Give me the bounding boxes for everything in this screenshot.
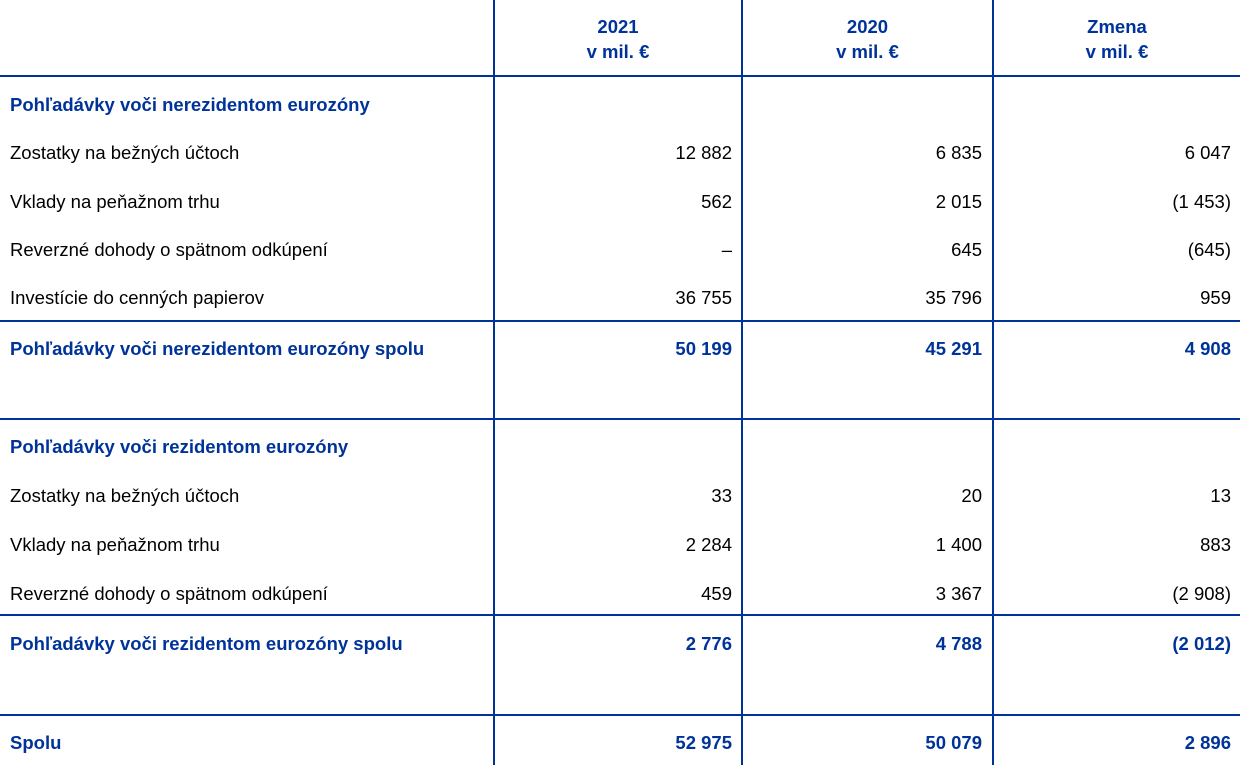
cell-value: 52 975 xyxy=(675,732,732,753)
table-row-heading: Pohľadávky voči nerezidentom eurozóny sp… xyxy=(0,337,1240,361)
cell-value: 459 xyxy=(701,583,732,604)
cell-value: 6 047 xyxy=(1184,142,1231,163)
table-row-heading: Pohľadávky voči rezidentom eurozóny xyxy=(0,435,1240,459)
table-row: Vklady na peňažnom trhu 2 284 1 400 883 xyxy=(0,533,1240,557)
table-row: Zostatky na bežných účtoch 12 882 6 835 6 0… xyxy=(0,141,1240,165)
row-label: Investície do cenných papierov xyxy=(10,287,265,308)
cell-value: – xyxy=(721,239,732,260)
row-label: Vklady na peňažnom trhu xyxy=(10,191,220,212)
column-divider xyxy=(741,0,743,765)
row-label: Reverzné dohody o spätnom odkúpení xyxy=(10,239,328,260)
cell-value: 45 291 xyxy=(925,338,982,359)
cell-value: 2 776 xyxy=(685,633,732,654)
cell-value: 20 xyxy=(961,485,982,506)
row-label: Zostatky na bežných účtoch xyxy=(10,142,240,163)
cell-value: 645 xyxy=(951,239,982,260)
cell-value: 4 788 xyxy=(935,633,982,654)
cell-value: 12 882 xyxy=(675,142,732,163)
row-label: Pohľadávky voči rezidentom eurozóny xyxy=(10,436,349,457)
row-label: Reverzné dohody o spätnom odkúpení xyxy=(10,583,328,604)
row-label: Spolu xyxy=(10,732,62,753)
row-divider xyxy=(0,418,1240,420)
row-divider xyxy=(0,320,1240,322)
column-header-title: 2021 xyxy=(597,16,639,37)
table-row: Investície do cenných papierov 36 755 35 7… xyxy=(0,286,1240,310)
cell-value: (2 012) xyxy=(1172,633,1231,654)
table-row-heading: Pohľadávky voči rezidentom eurozóny spol… xyxy=(0,632,1240,656)
cell-value: 2 896 xyxy=(1184,732,1231,753)
cell-value: (1 453) xyxy=(1172,191,1231,212)
row-label: Vklady na peňažnom trhu xyxy=(10,534,220,555)
column-header-title: 2020 xyxy=(846,16,889,37)
column-divider xyxy=(992,0,994,765)
cell-value: 2 015 xyxy=(935,191,982,212)
cell-value: 6 835 xyxy=(935,142,982,163)
table-row: Vklady na peňažnom trhu 562 2 015 (1 453) xyxy=(0,190,1240,214)
column-header-title: Zmena xyxy=(1087,16,1147,37)
cell-value: 562 xyxy=(701,191,732,212)
cell-value: (2 908) xyxy=(1172,583,1231,604)
cell-value: 50 079 xyxy=(925,732,982,753)
column-header-unit: v mil. € xyxy=(836,41,899,62)
cell-value: 1 400 xyxy=(935,534,982,555)
row-label: Zostatky na bežných účtoch xyxy=(10,485,240,506)
row-divider xyxy=(0,714,1240,716)
table-row-heading: Pohľadávky voči nerezidentom eurozóny xyxy=(0,93,1240,117)
row-label: Pohľadávky voči nerezidentom eurozóny xyxy=(10,94,370,115)
cell-value: 2 284 xyxy=(685,534,732,555)
table-row: Reverzné dohody o spätnom odkúpení – 645 (6… xyxy=(0,238,1240,262)
cell-value: 959 xyxy=(1200,287,1231,308)
column-header-2021: 2021 v mil. € xyxy=(495,14,741,64)
cell-value: 36 755 xyxy=(675,287,732,308)
table-row-heading: Spolu 52 975 50 079 2 896 xyxy=(0,731,1240,755)
cell-value: 35 796 xyxy=(925,287,982,308)
cell-value: 13 xyxy=(1210,485,1231,506)
row-divider xyxy=(0,614,1240,616)
row-divider xyxy=(0,75,1240,77)
row-label: Pohľadávky voči rezidentom eurozóny spol… xyxy=(10,633,403,654)
cell-value: 4 908 xyxy=(1184,338,1231,359)
row-label: Pohľadávky voči nerezidentom eurozóny sp… xyxy=(10,338,425,359)
cell-value: 33 xyxy=(711,485,732,506)
column-header-unit: v mil. € xyxy=(1085,41,1149,62)
column-header-unit: v mil. € xyxy=(586,41,650,62)
cell-value: 883 xyxy=(1200,534,1231,555)
column-header-2020: 2020 v mil. € xyxy=(743,14,992,64)
table-row: Reverzné dohody o spätnom odkúpení 459 3 3… xyxy=(0,582,1240,606)
column-header-change: Zmena v mil. € xyxy=(994,14,1240,64)
cell-value: 3 367 xyxy=(935,583,982,604)
column-divider xyxy=(493,0,495,765)
cell-value: 50 199 xyxy=(675,338,732,359)
table-row: Zostatky na bežných účtoch 33 20 13 xyxy=(0,484,1240,508)
cell-value: (645) xyxy=(1187,239,1231,260)
